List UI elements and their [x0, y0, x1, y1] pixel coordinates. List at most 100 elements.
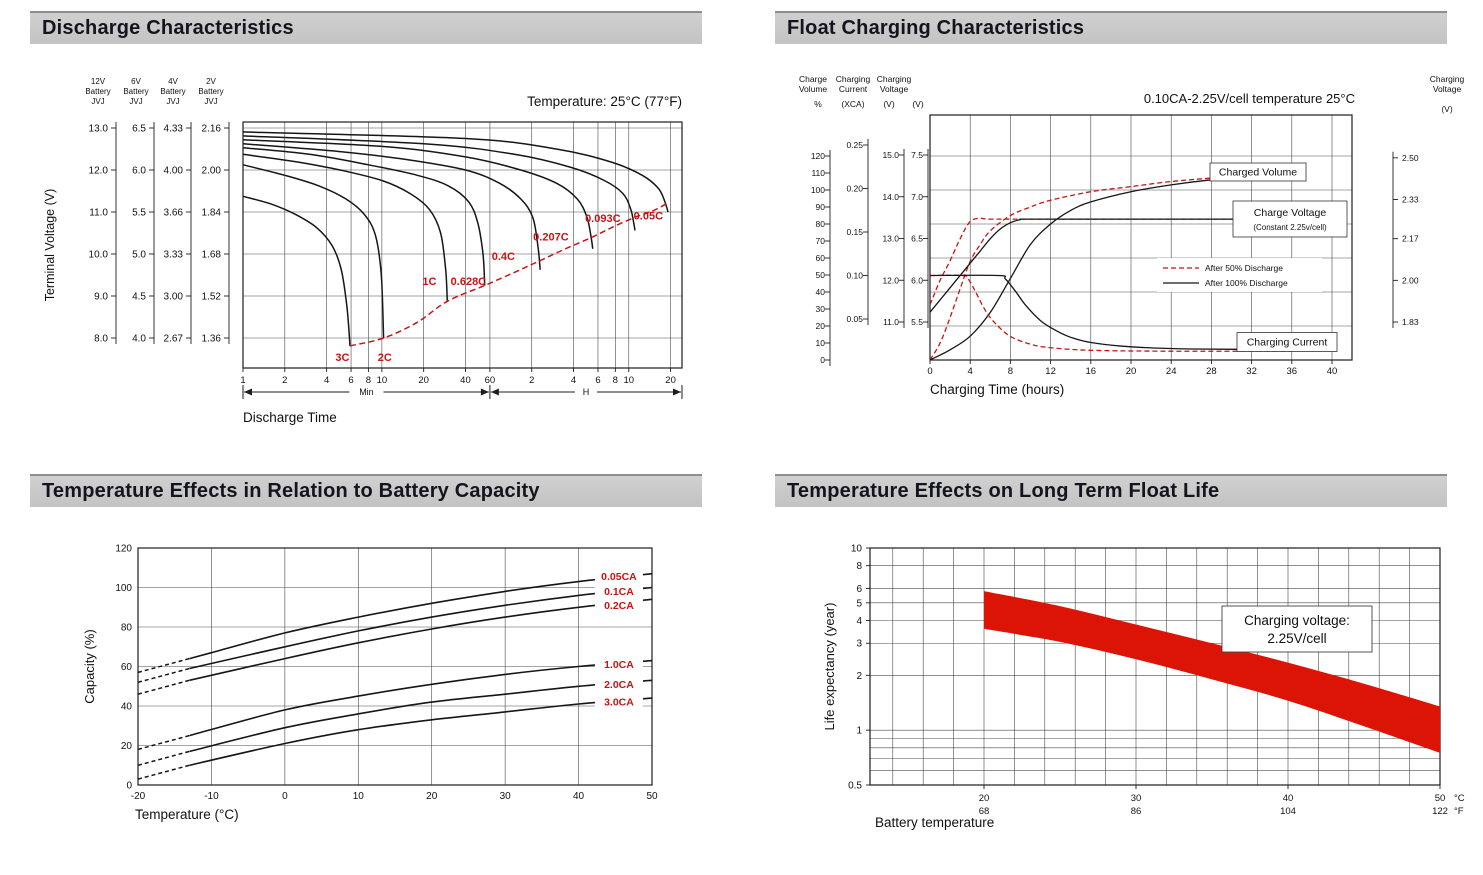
x-tick-label-celsius: 50 [1435, 793, 1446, 804]
x-tick-label: 8 [613, 375, 618, 386]
annotation-box [1232, 200, 1348, 238]
x-axis-title: Charging Time (hours) [930, 382, 1064, 397]
voltage-scale-header: JVJ [204, 97, 217, 106]
y-tick-label: 3 [856, 639, 862, 650]
x-tick-label: 0 [282, 791, 288, 802]
section-header-float-charging: Float Charging Characteristics [775, 11, 1447, 44]
left-axis-header: Current [839, 84, 868, 94]
series-3C [242, 195, 351, 346]
section-title-discharge: Discharge Characteristics [42, 17, 294, 39]
y-tick-label: 5 [856, 598, 862, 609]
x-tick-label: 36 [1287, 366, 1298, 377]
series-2C [242, 164, 385, 339]
left-axis-tick-label: 40 [816, 287, 826, 297]
x-unit-label: H [583, 387, 590, 397]
plot-border [242, 121, 683, 369]
left-axis-header: Voltage [880, 84, 909, 94]
voltage-scale-tick-label: 3.66 [164, 208, 184, 219]
left-axis-tick-label: 15.0 [882, 150, 899, 160]
curve-label: 0.2CA [604, 600, 634, 612]
series-dashed-0.1CA [137, 667, 190, 684]
series-0.207C [242, 139, 594, 249]
y-tick-label: 120 [115, 544, 132, 555]
y-tick-label: 10 [851, 544, 863, 555]
x-tick-label: 8 [1008, 366, 1013, 377]
left-axis-tick-label: 0.10 [846, 271, 863, 281]
x-tick-label: 24 [1166, 366, 1177, 377]
rate-label: 0.093C [585, 213, 621, 225]
x-tick-label-fahrenheit: 68 [979, 806, 990, 817]
grid [870, 548, 1440, 785]
series-charged-volume-after-50pct-discharge [929, 172, 1292, 361]
voltage-scale-tick-label: 1.84 [202, 208, 222, 219]
x-axis-title: Temperature (°C) [135, 807, 239, 822]
y-tick-label: 1 [856, 726, 862, 737]
x-tick-label: 40 [460, 375, 471, 386]
voltage-scale-header: Battery [85, 87, 110, 96]
rate-label: 2C [378, 352, 392, 364]
x-tick-label: 10 [353, 791, 365, 802]
discharge-characteristics-chart: 12VBatteryJVJ13.012.011.010.09.08.06VBat… [43, 77, 683, 425]
curve-label-box [594, 657, 643, 672]
left-axis-tick-label: 50 [816, 270, 826, 280]
voltage-scale-tick-label: 8.0 [94, 334, 108, 345]
left-axis-unit: (XCA) [841, 99, 864, 109]
left-axis-tick-label: 7.0 [911, 192, 923, 202]
left-axis-tick-label: 100 [811, 185, 825, 195]
voltage-scale-tick-label: 1.52 [202, 292, 222, 303]
x-tick-label: 30 [500, 791, 512, 802]
x-tick-label: 60 [485, 375, 496, 386]
series-charging-current-after-100pct-discharge [929, 274, 1292, 351]
arrowhead-right [673, 388, 681, 396]
float-charging-characteristics-chart: 0102030405060708090100110120ChargeVolume… [799, 74, 1465, 397]
annotation-line: Charging voltage: [1244, 613, 1350, 628]
voltage-scale-header: Battery [160, 87, 185, 96]
grid [242, 122, 682, 368]
series-charging-current-after-50pct-discharge [929, 274, 1292, 352]
plot-border [869, 547, 1441, 786]
section-header-discharge-characteristics: Discharge Characteristics [30, 11, 702, 44]
left-axis-tick-label: 0.15 [846, 227, 863, 237]
voltage-scale-tick-label: 4.33 [164, 124, 184, 135]
curve-label: 0.05CA [601, 571, 637, 583]
x-tick-label-fahrenheit: 86 [1131, 806, 1142, 817]
x-tick-label: 6 [348, 375, 353, 386]
x-tick-label-fahrenheit: 122 [1432, 806, 1448, 817]
arrowhead-right [480, 388, 489, 396]
series-1.0CA [189, 659, 653, 737]
plot-border [929, 114, 1353, 361]
y-tick-label: 80 [121, 623, 133, 634]
section-header-temperature-capacity: Temperature Effects in Relation to Batte… [30, 474, 702, 507]
curve-label-box [594, 569, 643, 584]
voltage-scale-tick-label: 2.00 [202, 166, 222, 177]
voltage-scale-tick-label: 11.0 [89, 208, 108, 219]
left-axis-tick-label: 120 [811, 151, 825, 161]
series-0.093C [242, 135, 636, 231]
voltage-scale-tick-label: 4.00 [164, 166, 184, 177]
x-tick-label: 16 [1086, 366, 1097, 377]
series-0.1CA [189, 586, 653, 670]
series-0.2CA [189, 598, 653, 682]
left-axis-header: Volume [799, 84, 828, 94]
voltage-scale-header: Battery [198, 87, 223, 96]
arrowhead-left [490, 388, 499, 396]
annotation-line: 2.25V/cell [1267, 631, 1326, 646]
rate-label: 0.4C [492, 251, 515, 263]
x-tick-label: 32 [1246, 366, 1257, 377]
y-tick-label: 40 [121, 702, 133, 713]
series-3.0CA [189, 697, 653, 767]
x-tick-label: 4 [571, 375, 576, 386]
annotation-label: Charged Volume [1219, 167, 1297, 179]
right-axis-tick-label: 2.33 [1402, 194, 1419, 204]
left-axis-tick-label: 14.0 [882, 192, 899, 202]
left-axis-unit: % [814, 99, 822, 109]
y-tick-label: 20 [121, 741, 133, 752]
y-tick-label: 0.5 [848, 781, 862, 792]
left-axis-tick-label: 0.25 [846, 140, 863, 150]
right-axis-tick-label: 2.00 [1402, 275, 1419, 285]
series-0.05CA [189, 572, 653, 660]
voltage-scale-tick-label: 10.0 [89, 250, 109, 261]
series-dashed-0.05CA [137, 657, 190, 674]
x-tick-label-celsius: 20 [979, 793, 990, 804]
